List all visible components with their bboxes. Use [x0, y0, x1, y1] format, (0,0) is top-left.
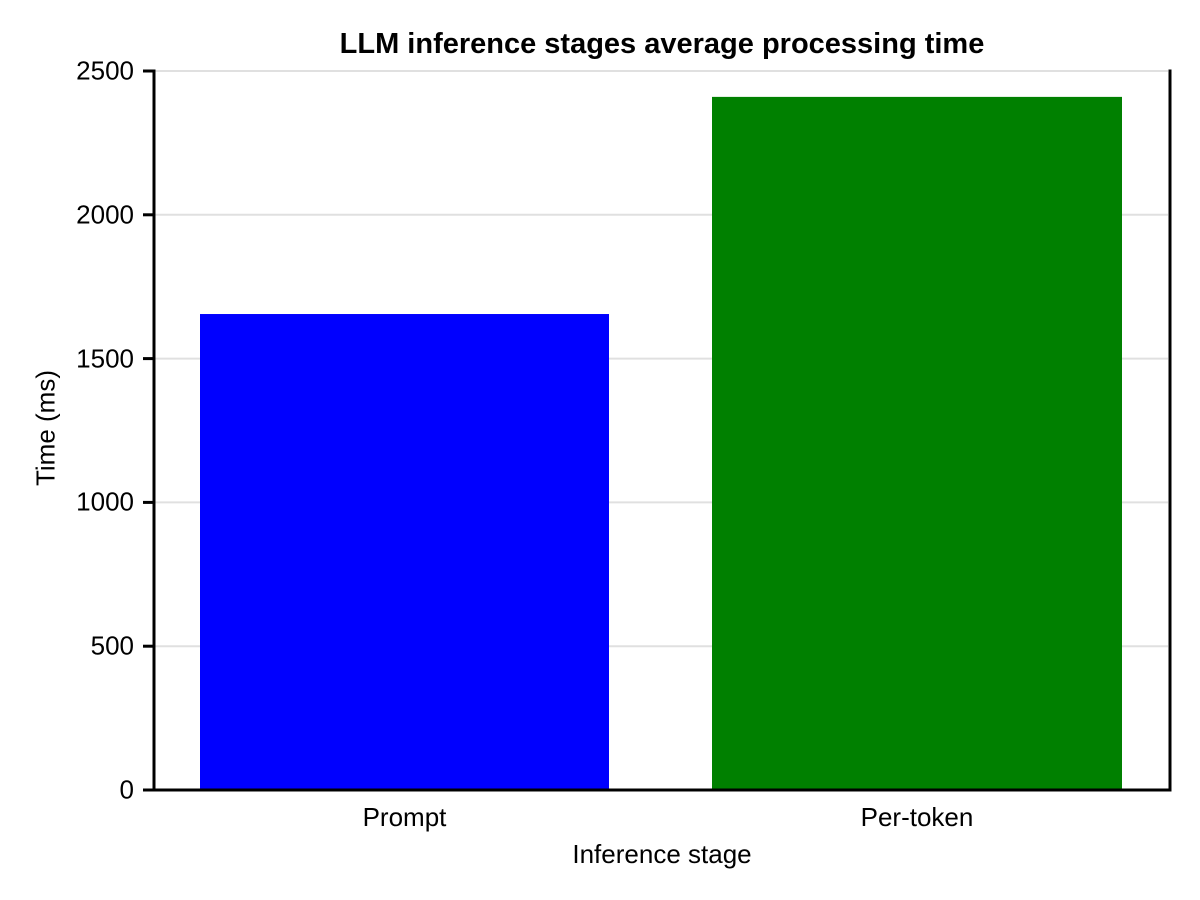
y-tick-label: 1000: [76, 486, 134, 517]
y-tick-label: 2000: [76, 199, 134, 230]
y-tick-label: 2500: [76, 55, 134, 86]
bar-per-token: [712, 96, 1122, 790]
y-axis-label: Time (ms): [30, 369, 61, 487]
bar-prompt: [200, 314, 609, 790]
x-tick-label-per-token: Per-token: [860, 802, 974, 832]
y-tick-label: 500: [90, 630, 134, 661]
x-tick-label-prompt: Prompt: [362, 802, 447, 832]
x-axis-label: Inference stage: [572, 839, 752, 869]
chart-title: LLM inference stages average processing …: [339, 28, 985, 60]
y-tick-label: 0: [119, 774, 134, 805]
y-tick-label: 1500: [76, 343, 134, 374]
